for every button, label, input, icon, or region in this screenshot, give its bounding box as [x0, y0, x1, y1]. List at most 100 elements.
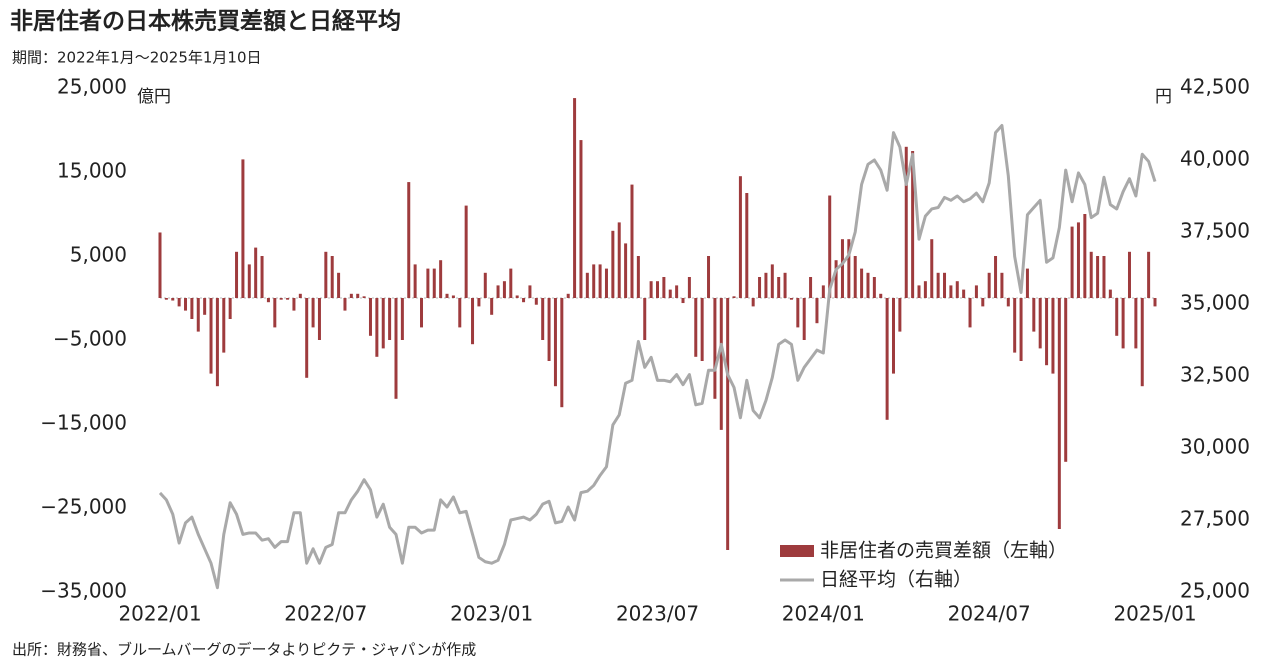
y2-unit: 円: [1155, 87, 1172, 107]
bar: [547, 298, 551, 361]
bar: [541, 298, 545, 340]
bar: [317, 298, 321, 340]
bar: [292, 298, 296, 311]
bar: [509, 268, 513, 298]
bar: [764, 272, 768, 298]
bar: [1019, 298, 1023, 361]
bar: [222, 298, 226, 353]
y-tick-label: 25,000: [57, 75, 127, 99]
bar: [802, 298, 806, 340]
bar: [184, 298, 188, 311]
bar: [298, 293, 302, 298]
bar: [1153, 298, 1157, 307]
bar: [209, 298, 213, 374]
y2-tick-label: 27,500: [1180, 507, 1250, 531]
y-tick-label: 15,000: [57, 159, 127, 183]
bar: [847, 239, 851, 298]
bar: [343, 298, 347, 311]
bar: [981, 298, 985, 307]
bar: [330, 256, 334, 298]
bar: [1089, 251, 1093, 298]
chart-title: 非居住者の日本株売買差額と日経平均: [10, 8, 401, 35]
bar: [923, 281, 927, 298]
y-tick-label: −25,000: [40, 495, 127, 519]
bar: [196, 298, 200, 332]
bar: [821, 285, 825, 298]
bar: [732, 296, 736, 298]
y-tick-label: −5,000: [53, 327, 127, 351]
bar: [751, 298, 755, 307]
bar: [241, 159, 245, 298]
bar: [471, 298, 475, 345]
bar: [828, 195, 832, 298]
y-tick-label: −15,000: [40, 411, 127, 435]
bar: [1121, 298, 1125, 349]
x-tick-label: 2024/07: [948, 602, 1031, 626]
bar: [783, 272, 787, 298]
chart-subtitle: 期間：2022年1月～2025年1月10日: [12, 49, 262, 67]
bar: [636, 256, 640, 298]
bar: [592, 264, 596, 298]
bar: [898, 298, 902, 332]
bar: [560, 298, 564, 408]
bar: [1140, 298, 1144, 387]
bar: [254, 247, 258, 298]
legend-label: 日経平均（右軸）: [820, 569, 972, 591]
bar: [279, 298, 283, 300]
bar: [451, 295, 455, 298]
y2-tick-label: 40,000: [1180, 147, 1250, 171]
bar: [585, 272, 589, 298]
bar: [943, 272, 947, 298]
bar: [860, 268, 864, 298]
bar: [713, 298, 717, 399]
bar: [573, 98, 577, 298]
bar: [770, 264, 774, 298]
bar: [502, 281, 506, 298]
bar: [668, 289, 672, 298]
bar: [885, 298, 889, 420]
bar: [1115, 298, 1119, 336]
bar: [904, 146, 908, 298]
x-tick-label: 2023/01: [450, 602, 533, 626]
bar: [968, 298, 972, 328]
bar: [337, 272, 341, 298]
bar: [413, 264, 417, 298]
bar: [955, 281, 959, 298]
bar: [1102, 256, 1106, 298]
bar: [1064, 298, 1068, 462]
y-tick-label: −35,000: [40, 579, 127, 603]
bar: [1006, 298, 1010, 307]
bar: [311, 298, 315, 328]
x-tick-label: 2024/01: [782, 602, 865, 626]
bar: [1096, 256, 1100, 298]
bar: [266, 298, 270, 303]
x-tick-label: 2022/07: [284, 602, 367, 626]
bar: [726, 298, 730, 550]
bar: [994, 256, 998, 298]
bar: [228, 298, 232, 319]
bar: [834, 260, 838, 298]
x-tick-label: 2023/07: [616, 602, 699, 626]
bar: [1070, 226, 1074, 298]
bar: [324, 251, 328, 298]
bar: [164, 298, 168, 300]
bar: [815, 298, 819, 324]
bar: [522, 298, 526, 303]
bar: [707, 256, 711, 298]
bar: [235, 251, 239, 298]
bar: [687, 277, 691, 298]
bar: [1108, 289, 1112, 298]
bar: [758, 277, 762, 298]
source-note: 出所：財務省、ブルームバーグのデータよりピクテ・ジャパンが作成: [12, 641, 476, 659]
bar: [1083, 214, 1087, 298]
bar: [553, 298, 557, 387]
bar: [1038, 298, 1042, 349]
bar: [1051, 298, 1055, 374]
bar: [260, 256, 264, 298]
bar: [381, 298, 385, 349]
bar: [247, 264, 251, 298]
bar: [911, 151, 915, 298]
bar: [675, 285, 679, 298]
bar: [891, 298, 895, 374]
